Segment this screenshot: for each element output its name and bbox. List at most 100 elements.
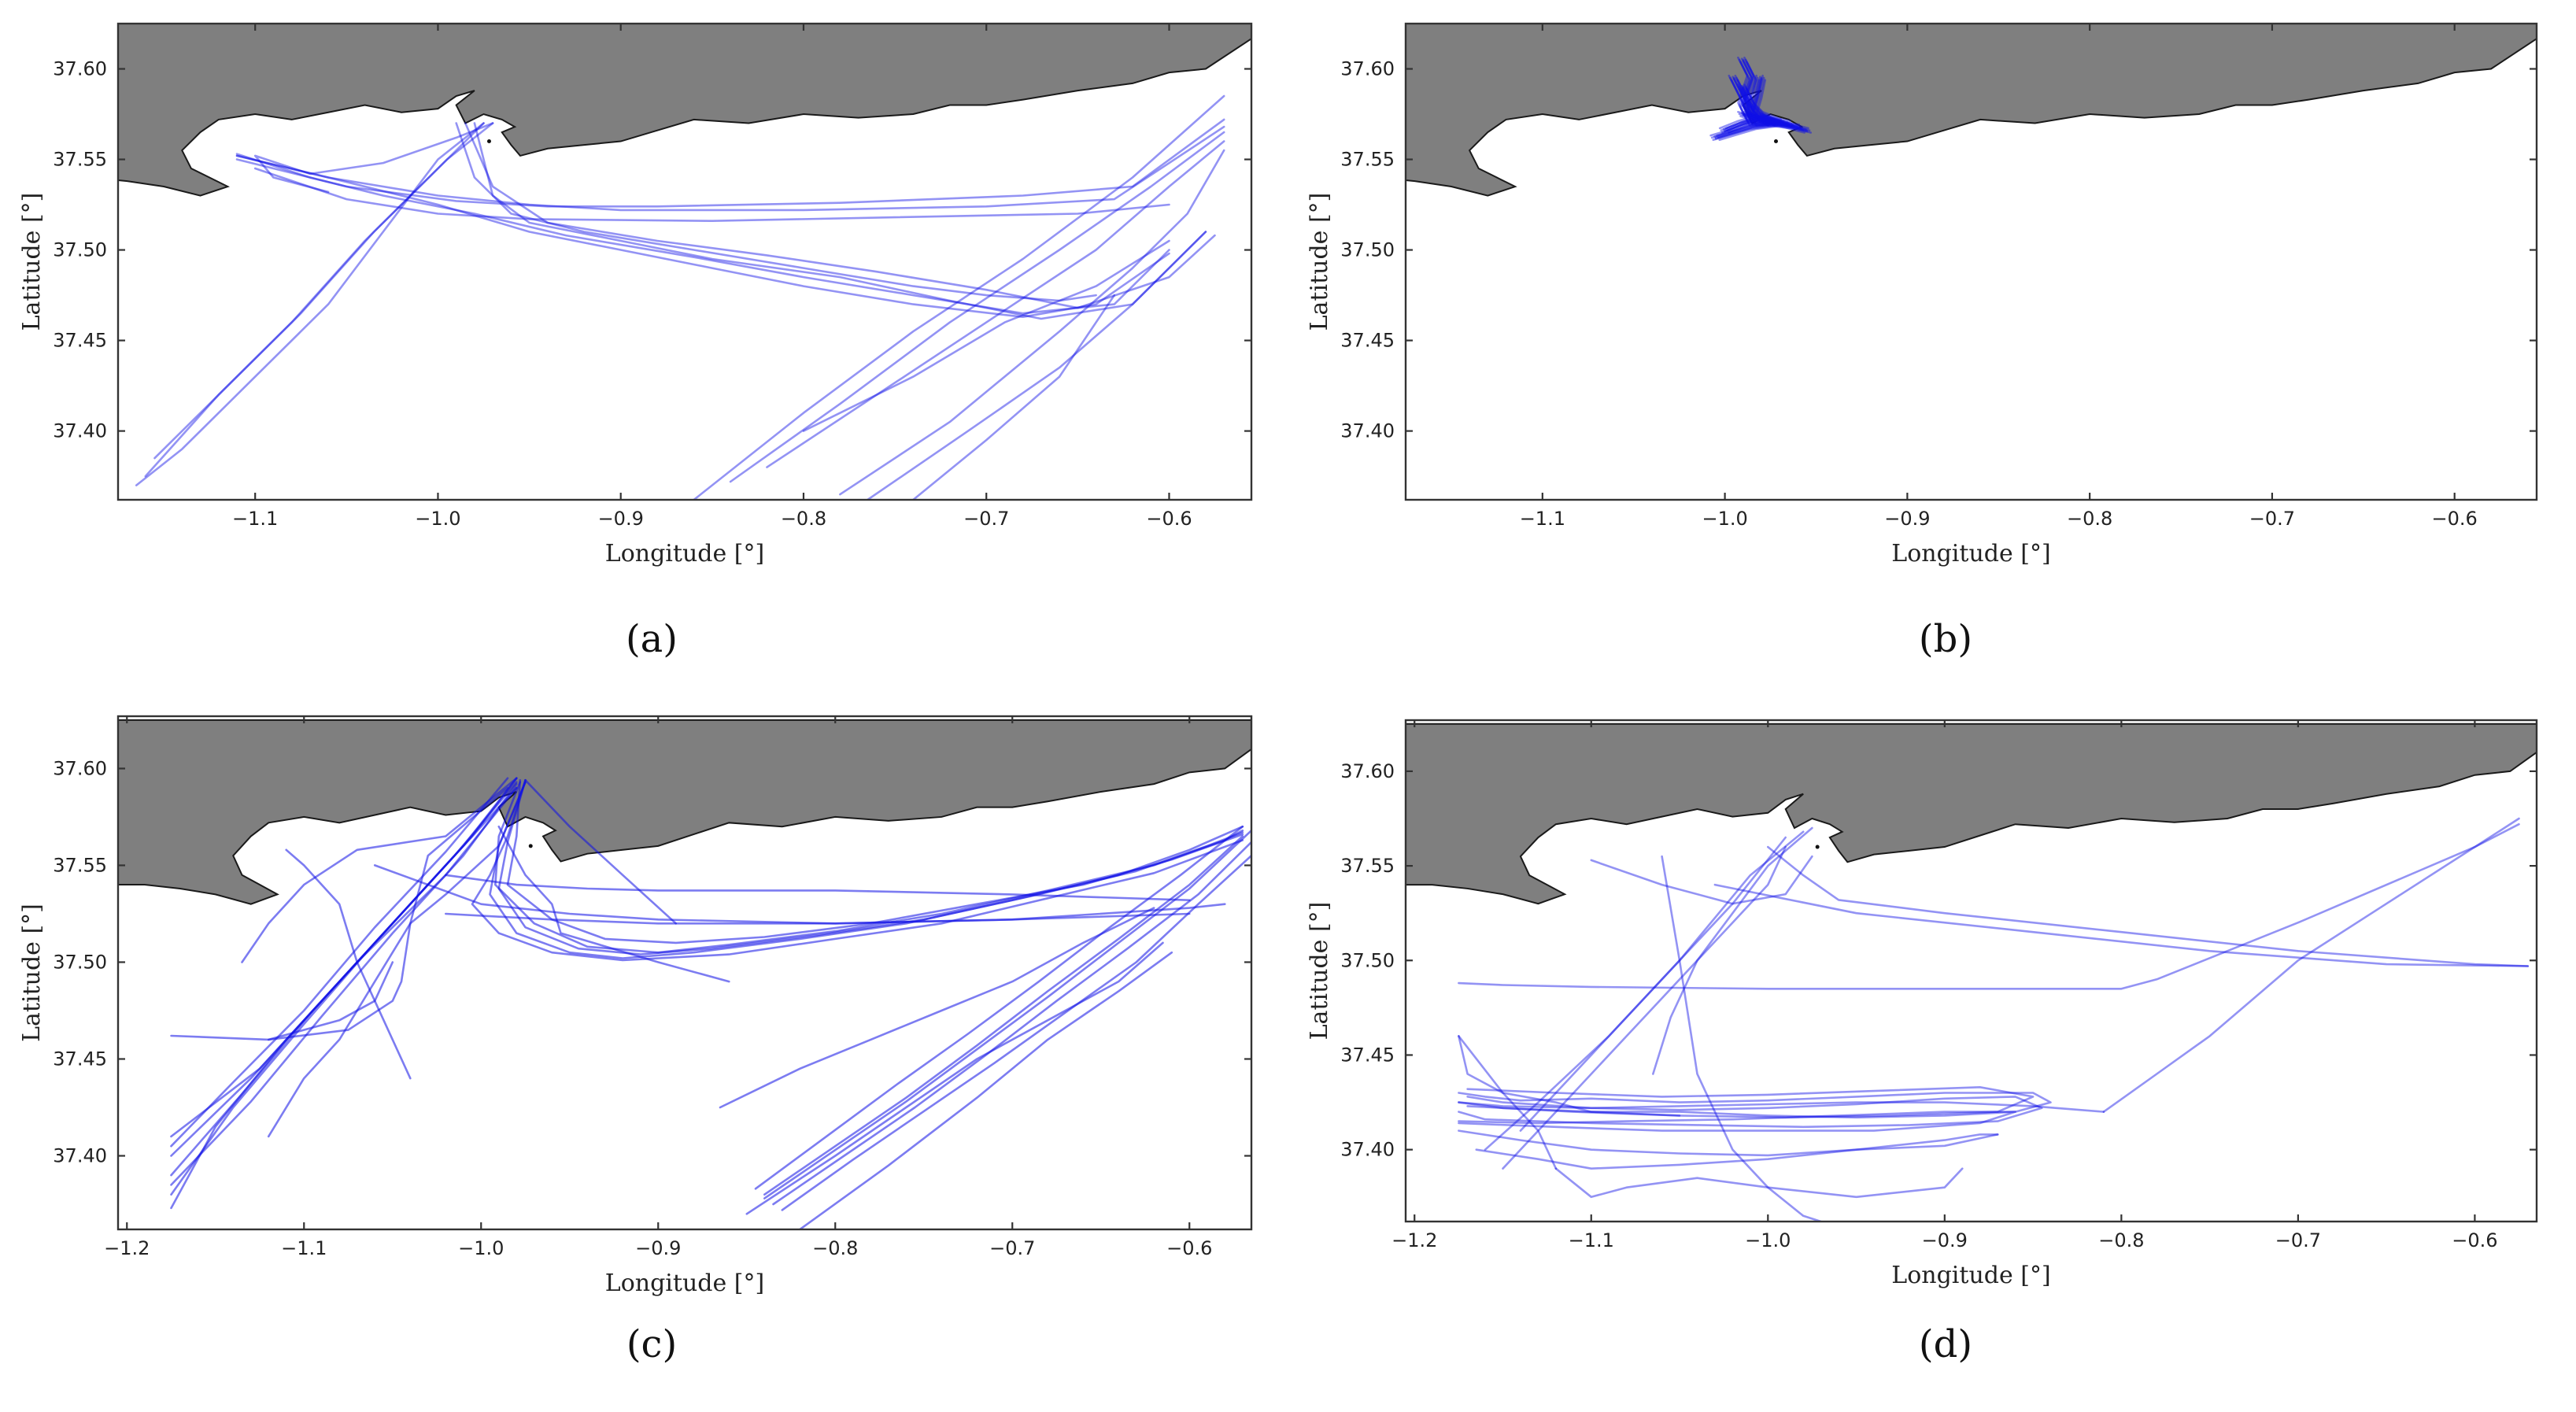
- vessel-track-0: [135, 122, 485, 486]
- vessel-track-6-4: [1714, 123, 1781, 140]
- vessel-track-18: [1466, 1096, 2105, 1113]
- y-tick-label: 37.45: [53, 1048, 107, 1070]
- vessel-track-3: [1590, 855, 1813, 905]
- x-tick-label: −1.0: [1745, 1229, 1791, 1251]
- vessel-track-0-0: [1737, 56, 1767, 122]
- vessel-track-0-7: [1746, 61, 1776, 127]
- vessel-track-5-6: [1744, 113, 1811, 131]
- vessel-track-5: [1742, 113, 1809, 131]
- vessel-track-10: [253, 122, 494, 194]
- vessel-track-3-5: [1743, 83, 1782, 120]
- vessel-track-6-6: [1717, 122, 1783, 139]
- x-tick-label: −0.7: [963, 508, 1009, 530]
- vessel-track-5-1: [1738, 113, 1805, 131]
- x-tick-label: −1.0: [458, 1237, 504, 1259]
- y-tick-label: 37.40: [53, 1145, 107, 1167]
- y-tick-label: 37.40: [1340, 420, 1395, 442]
- vessel-track-1-7: [1736, 79, 1803, 131]
- plot-area: [118, 24, 1251, 500]
- vessel-track-1-6: [1735, 76, 1802, 128]
- vessel-track-10: [1458, 1096, 2043, 1129]
- y-tick-label: 37.55: [53, 149, 107, 171]
- vessel-track-2-4: [1724, 117, 1790, 133]
- vessel-track-16: [1458, 1129, 1999, 1157]
- x-tick-label: −0.9: [635, 1237, 681, 1259]
- x-tick-label: −0.6: [1166, 1237, 1212, 1259]
- x-axis-label: Longitude [°]: [605, 540, 764, 567]
- y-tick-label: 37.40: [1340, 1139, 1395, 1161]
- x-tick-label: −1.1: [1569, 1229, 1614, 1251]
- vessel-track-5-3: [1740, 112, 1807, 131]
- vessel-track-0-5: [1743, 56, 1773, 122]
- y-tick-label: 37.45: [1340, 330, 1395, 352]
- vessel-track-6-2: [1712, 124, 1779, 141]
- vessel-track-29: [799, 951, 1173, 1229]
- x-tick-label: −0.6: [2452, 1229, 2497, 1251]
- caption-d: (d): [1867, 1322, 2024, 1366]
- x-axis-label: Longitude [°]: [1891, 1262, 2050, 1289]
- x-tick-label: −0.6: [2432, 508, 2478, 530]
- vessel-track-4: [235, 118, 1225, 208]
- vessel-track-4-5: [1752, 74, 1773, 122]
- vessel-track-16: [471, 778, 1244, 962]
- vessel-track-3-3: [1740, 84, 1780, 122]
- vessel-track-11: [241, 777, 518, 963]
- port-marker: [486, 139, 491, 144]
- x-tick-label: −0.9: [598, 508, 644, 530]
- vessel-track-2-2: [1721, 119, 1787, 134]
- vessel-track-5-7: [1746, 115, 1812, 134]
- y-tick-label: 37.50: [1340, 949, 1395, 971]
- x-tick-label: −0.7: [989, 1237, 1035, 1259]
- vessel-track-6-0: [1709, 120, 1776, 137]
- vessel-track-3-1: [1738, 86, 1777, 123]
- vessel-track-2: [1724, 116, 1790, 131]
- x-axis-label: Longitude [°]: [605, 1270, 764, 1297]
- chart-panel-c: −1.2 −1.1 −1.0 −0.9 −0.8 −0.7 −0.6 37.40 37.45 37…: [0, 700, 1291, 1314]
- axes-frame: [116, 715, 1253, 1231]
- vessel-track-6-1: [1710, 122, 1777, 139]
- y-axis-label: Latitude [°]: [1306, 902, 1333, 1041]
- vessel-track-0-4: [1742, 60, 1772, 126]
- vessel-track-4-1: [1747, 76, 1768, 124]
- vessel-track-2-0: [1718, 114, 1785, 130]
- y-tick-label: 37.45: [1340, 1044, 1395, 1066]
- x-tick-label: −0.8: [2067, 508, 2112, 530]
- caption-d-text: (d): [1918, 1322, 1973, 1366]
- x-tick-label: −0.9: [1884, 508, 1930, 530]
- vessel-track-4-7: [1754, 79, 1776, 127]
- vessel-track-28: [745, 941, 1164, 1215]
- coastline-land: [118, 24, 1251, 197]
- vessel-track-3: [170, 777, 509, 1148]
- plot-area: [1406, 24, 2537, 197]
- y-tick-label: 37.60: [1340, 760, 1395, 782]
- vessel-track-10: [285, 848, 412, 1080]
- caption-a: (a): [573, 617, 730, 661]
- vessel-track-2-5: [1724, 114, 1791, 130]
- vessel-track-2-7: [1728, 119, 1794, 134]
- vessel-track-4-0: [1746, 74, 1767, 122]
- chart-a: −1.1 −1.0 −0.9 −0.8 −0.7 −0.6 37.40 37.45 37.50 3…: [18, 22, 1253, 567]
- caption-a-text: (a): [625, 617, 678, 661]
- vessel-track-2: [1519, 836, 1787, 1132]
- vessel-track-6: [170, 786, 518, 1210]
- vessel-track-0: [1502, 826, 1813, 1170]
- vessel-track-14: [766, 140, 1225, 468]
- vessel-track-9: [464, 122, 1216, 309]
- vessel-track-3-4: [1742, 87, 1781, 124]
- x-tick-label: −0.7: [2275, 1229, 2321, 1251]
- x-axis-label: Longitude [°]: [1891, 540, 2050, 567]
- vessel-track-22: [763, 835, 1244, 1196]
- y-tick-label: 37.55: [1340, 149, 1395, 171]
- vessel-track-11: [1466, 1086, 2035, 1119]
- vessel-track-7: [235, 153, 1170, 315]
- vessel-track-3: [235, 125, 1225, 212]
- x-tick-label: −1.2: [104, 1237, 150, 1259]
- vessel-track-3-0: [1737, 83, 1776, 120]
- vessel-track-6: [1714, 122, 1781, 139]
- coastline-land: [118, 719, 1251, 905]
- vessel-track-26: [763, 829, 1251, 1199]
- vessel-track-2-1: [1720, 116, 1787, 131]
- vessel-track-5-0: [1737, 110, 1803, 130]
- vessel-track-11: [455, 122, 1097, 302]
- chart-c: −1.2 −1.1 −1.0 −0.9 −0.8 −0.7 −0.6 37.40 37.45 37…: [18, 715, 1253, 1297]
